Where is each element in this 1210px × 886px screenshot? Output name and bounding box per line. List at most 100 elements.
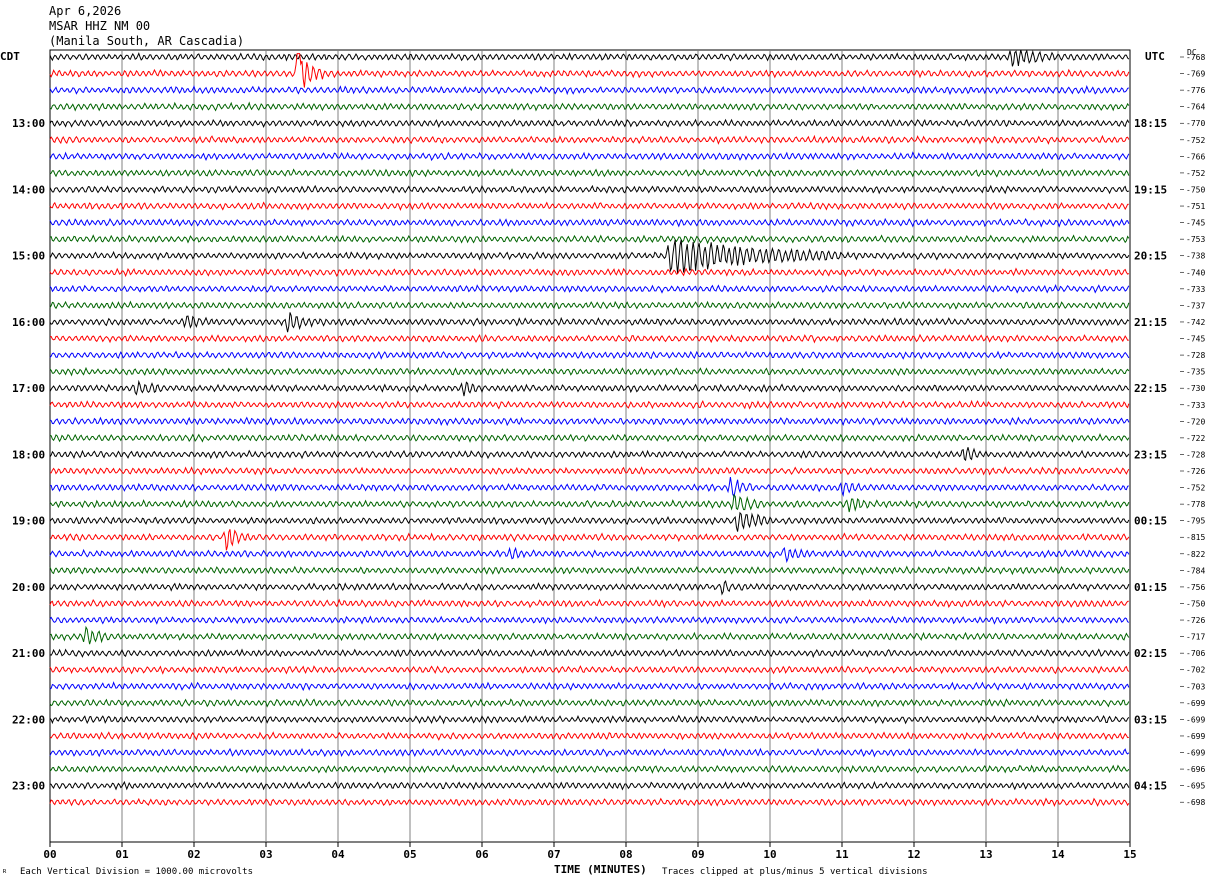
dc-offset-label: -752 bbox=[1186, 169, 1205, 178]
x-tick-label: 10 bbox=[763, 848, 776, 861]
dc-offset-label: -740 bbox=[1186, 268, 1205, 277]
trace-row bbox=[49, 565, 1130, 576]
trace-row bbox=[49, 201, 1129, 211]
left-hour-label: 21:00 bbox=[12, 647, 45, 660]
left-axis-label: CDT bbox=[0, 50, 20, 63]
dc-offset-label: -699 bbox=[1186, 749, 1205, 758]
dc-offset-label: -728 bbox=[1186, 450, 1205, 459]
dc-offset-label: -745 bbox=[1186, 335, 1205, 344]
trace-row bbox=[49, 101, 1130, 112]
dc-offset-label: -756 bbox=[1186, 583, 1205, 592]
trace-row bbox=[49, 780, 1130, 791]
left-hour-label: 23:00 bbox=[12, 780, 45, 793]
trace-row bbox=[49, 379, 1130, 397]
x-tick-label: 13 bbox=[979, 848, 992, 861]
trace-row bbox=[49, 477, 1129, 499]
left-hour-label: 14:00 bbox=[12, 183, 45, 196]
trace-row bbox=[49, 433, 1130, 443]
trace-row bbox=[49, 681, 1130, 692]
trace-row bbox=[49, 333, 1129, 344]
right-hour-label: 04:15 bbox=[1134, 780, 1167, 793]
dc-offset-label: -733 bbox=[1186, 285, 1205, 294]
trace-row bbox=[49, 239, 1130, 274]
trace-row bbox=[49, 85, 1130, 96]
x-tick-label: 14 bbox=[1051, 848, 1065, 861]
right-hour-label: 22:15 bbox=[1134, 382, 1167, 395]
trace-row bbox=[49, 49, 1130, 67]
trace-row bbox=[49, 366, 1130, 377]
trace-row bbox=[49, 579, 1130, 596]
trace-row bbox=[49, 747, 1130, 758]
grid-lines bbox=[49, 49, 1184, 847]
trace-row bbox=[49, 648, 1130, 659]
trace-row bbox=[49, 714, 1130, 725]
right-hour-label: 19:15 bbox=[1134, 183, 1167, 196]
trace-row bbox=[49, 764, 1130, 774]
trace-row bbox=[49, 399, 1130, 410]
dc-offset-label: -720 bbox=[1186, 417, 1205, 426]
dc-offset-label: -698 bbox=[1186, 798, 1205, 807]
dc-offset-label: -822 bbox=[1186, 550, 1205, 559]
dc-offset-label: -728 bbox=[1186, 351, 1205, 360]
dc-label: DC bbox=[1187, 48, 1197, 57]
trace-group bbox=[49, 49, 1130, 807]
trace-row bbox=[49, 529, 1130, 551]
x-tick-label: 15 bbox=[1123, 848, 1136, 861]
dc-offset-label: -752 bbox=[1186, 136, 1205, 145]
dc-offset-label: -815 bbox=[1186, 533, 1205, 542]
dc-offset-label: -742 bbox=[1186, 318, 1205, 327]
x-tick-label: 01 bbox=[115, 848, 129, 861]
x-tick-label: 07 bbox=[547, 848, 560, 861]
dc-offset-label: -750 bbox=[1186, 185, 1205, 194]
dc-offset-label: -769 bbox=[1186, 70, 1205, 79]
x-tick-label: 05 bbox=[403, 848, 416, 861]
trace-row bbox=[49, 466, 1130, 476]
vertical-division-note: Each Vertical Division = 1000.00 microvo… bbox=[20, 867, 253, 877]
left-hour-label: 20:00 bbox=[12, 581, 45, 594]
trace-row bbox=[49, 546, 1130, 564]
dc-offset-label: -706 bbox=[1186, 649, 1205, 658]
dc-offset-label: -745 bbox=[1186, 219, 1205, 228]
dc-offset-label: -737 bbox=[1186, 301, 1205, 310]
dc-offset-label: -764 bbox=[1186, 103, 1205, 112]
left-hour-label: 16:00 bbox=[12, 316, 45, 329]
left-hour-label: 13:00 bbox=[12, 117, 45, 130]
dc-offset-label: -795 bbox=[1186, 517, 1205, 526]
dc-offset-label: -702 bbox=[1186, 666, 1205, 675]
right-hour-label: 01:15 bbox=[1134, 581, 1167, 594]
x-tick-label: 11 bbox=[835, 848, 849, 861]
trace-row bbox=[49, 598, 1129, 609]
dc-offset-label: -699 bbox=[1186, 715, 1205, 724]
corner-mark: ᴿ bbox=[2, 869, 8, 879]
trace-row bbox=[49, 493, 1130, 513]
dc-offset-label: -766 bbox=[1186, 152, 1205, 161]
dc-offset-label: -722 bbox=[1186, 434, 1205, 443]
trace-row bbox=[49, 698, 1130, 708]
dc-offset-label: -770 bbox=[1186, 119, 1205, 128]
left-hour-label: 17:00 bbox=[12, 382, 45, 395]
left-hour-label: 15:00 bbox=[12, 250, 45, 263]
dc-offset-label: -784 bbox=[1186, 566, 1205, 575]
dc-offset-label: -752 bbox=[1186, 484, 1205, 493]
dc-offset-label: -776 bbox=[1186, 86, 1205, 95]
dc-offset-label: -703 bbox=[1186, 682, 1205, 691]
dc-offset-label: -738 bbox=[1186, 252, 1205, 261]
left-hour-label: 22:00 bbox=[12, 713, 45, 726]
trace-row bbox=[49, 184, 1129, 195]
x-tick-label: 03 bbox=[259, 848, 272, 861]
dc-offset-label: -778 bbox=[1186, 500, 1205, 509]
trace-row bbox=[49, 300, 1130, 310]
axis-labels: 00 01 02 03 04 05 06 07 08 09 10 11 12 13 14 15 -768 -769… bbox=[12, 53, 1205, 861]
trace-row bbox=[49, 350, 1130, 360]
trace-row bbox=[49, 284, 1130, 294]
trace-row bbox=[49, 615, 1130, 625]
dc-offset-label: -717 bbox=[1186, 633, 1205, 642]
dc-offset-label: -726 bbox=[1186, 467, 1205, 476]
trace-row bbox=[49, 312, 1130, 333]
right-axis-label: UTC bbox=[1145, 50, 1165, 63]
x-tick-label: 09 bbox=[691, 848, 704, 861]
trace-row bbox=[49, 118, 1130, 128]
x-axis-title: TIME (MINUTES) bbox=[554, 863, 647, 876]
trace-row bbox=[49, 731, 1129, 741]
